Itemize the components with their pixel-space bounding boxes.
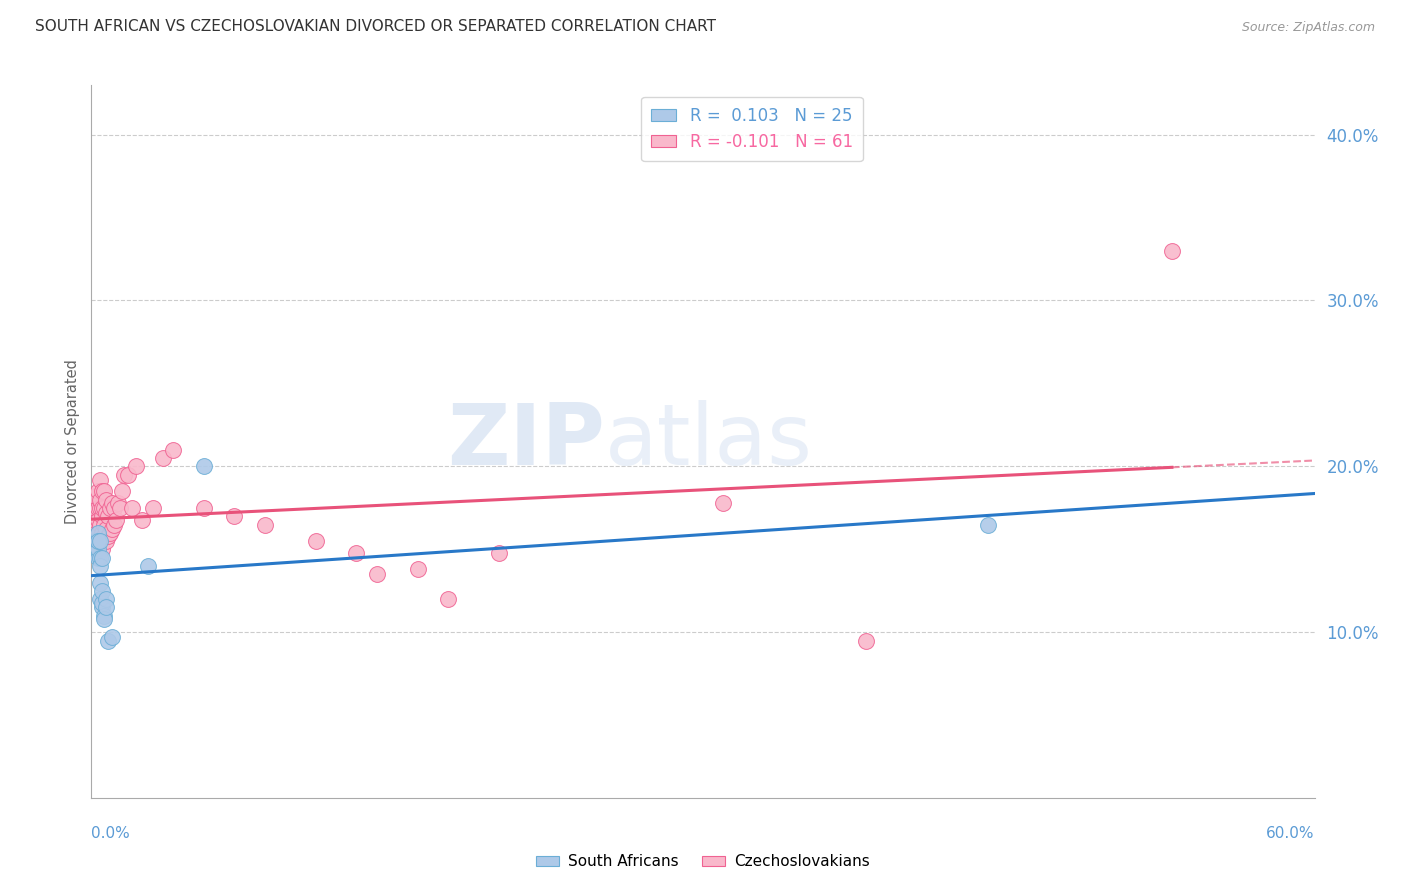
Point — [94, 492, 117, 507]
Point — [89, 534, 111, 549]
Point — [117, 467, 139, 482]
Point — [86, 550, 108, 565]
Point — [90, 484, 112, 499]
Point — [86, 500, 108, 515]
Point — [101, 631, 124, 645]
Point — [94, 600, 117, 615]
Point — [94, 592, 117, 607]
Point — [98, 525, 121, 540]
Text: atlas: atlas — [605, 400, 813, 483]
Point — [97, 509, 120, 524]
Point — [90, 595, 112, 609]
Point — [121, 500, 143, 515]
Point — [437, 592, 460, 607]
Point — [89, 473, 111, 487]
Point — [93, 500, 115, 515]
Text: 60.0%: 60.0% — [1267, 827, 1315, 841]
Point — [89, 592, 111, 607]
Y-axis label: Divorced or Separated: Divorced or Separated — [65, 359, 80, 524]
Point — [152, 451, 174, 466]
Point — [101, 523, 124, 537]
Point — [89, 517, 111, 532]
Point — [90, 525, 112, 540]
Point — [90, 509, 112, 524]
Legend: South Africans, Czechoslovakians: South Africans, Czechoslovakians — [530, 848, 876, 875]
Point — [97, 633, 120, 648]
Point — [89, 500, 111, 515]
Point — [103, 517, 125, 532]
Point — [89, 492, 111, 507]
Point — [86, 525, 108, 540]
Point — [82, 517, 104, 532]
Text: SOUTH AFRICAN VS CZECHOSLOVAKIAN DIVORCED OR SEPARATED CORRELATION CHART: SOUTH AFRICAN VS CZECHOSLOVAKIAN DIVORCE… — [35, 20, 716, 34]
Point — [93, 517, 115, 532]
Point — [90, 550, 112, 565]
Point — [488, 546, 510, 560]
Point — [977, 517, 1000, 532]
Legend: R =  0.103   N = 25, R = -0.101   N = 61: R = 0.103 N = 25, R = -0.101 N = 61 — [641, 96, 863, 161]
Point — [86, 512, 108, 526]
Point — [90, 500, 112, 515]
Point — [162, 442, 184, 457]
Point — [101, 496, 124, 510]
Point — [97, 529, 120, 543]
Point — [90, 583, 112, 598]
Text: ZIP: ZIP — [447, 400, 605, 483]
Point — [94, 534, 117, 549]
Point — [253, 517, 276, 532]
Point — [107, 496, 129, 510]
Point — [84, 534, 107, 549]
Point — [90, 600, 112, 615]
Point — [82, 542, 104, 557]
Point — [89, 575, 111, 590]
Point — [108, 500, 131, 515]
Point — [112, 467, 135, 482]
Point — [193, 459, 215, 474]
Point — [84, 546, 107, 560]
Point — [86, 525, 108, 540]
Point — [131, 512, 153, 526]
Point — [84, 489, 107, 503]
Point — [89, 559, 111, 574]
Point — [86, 484, 108, 499]
Point — [98, 500, 121, 515]
Point — [93, 484, 115, 499]
Point — [138, 559, 160, 574]
Point — [90, 542, 112, 557]
Point — [82, 534, 104, 549]
Point — [193, 500, 215, 515]
Point — [103, 500, 125, 515]
Text: Source: ZipAtlas.com: Source: ZipAtlas.com — [1241, 21, 1375, 34]
Point — [346, 546, 368, 560]
Point — [84, 534, 107, 549]
Point — [84, 500, 107, 515]
Point — [86, 542, 108, 557]
Point — [93, 608, 115, 623]
Point — [89, 550, 111, 565]
Point — [141, 500, 163, 515]
Point — [125, 459, 148, 474]
Point — [366, 567, 388, 582]
Point — [1161, 244, 1184, 258]
Point — [93, 529, 115, 543]
Text: 0.0%: 0.0% — [91, 827, 131, 841]
Point — [406, 562, 429, 576]
Point — [94, 523, 117, 537]
Point — [89, 534, 111, 549]
Point — [86, 542, 108, 557]
Point — [222, 509, 246, 524]
Point — [86, 534, 108, 549]
Point — [111, 484, 134, 499]
Point — [104, 512, 127, 526]
Point — [94, 506, 117, 520]
Point — [93, 612, 115, 626]
Point — [855, 633, 877, 648]
Point — [711, 496, 734, 510]
Point — [304, 534, 326, 549]
Point — [84, 512, 107, 526]
